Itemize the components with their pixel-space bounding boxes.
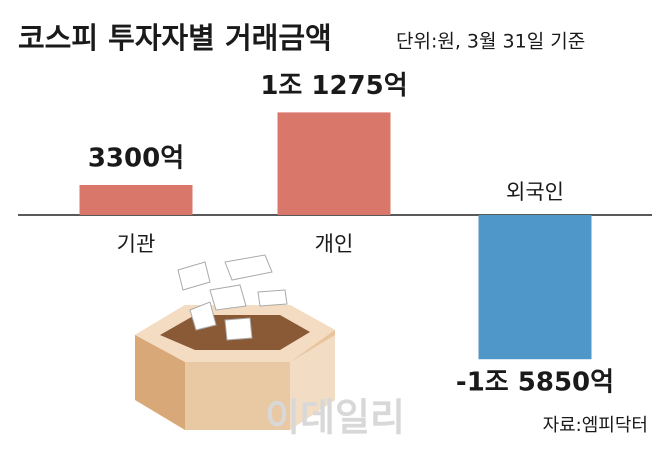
paper <box>224 254 273 281</box>
chart-title: 코스피 투자자별 거래금액 <box>18 21 332 55</box>
chart-subtitle: 단위:원, 3월 31일 기준 <box>396 31 585 53</box>
box-side <box>135 335 185 430</box>
bar <box>478 215 592 360</box>
box-side-right <box>290 335 335 430</box>
paper <box>177 261 211 291</box>
box-front <box>185 362 290 430</box>
value-label: -1조 5850억 <box>456 368 614 398</box>
category-label: 기관 <box>117 232 156 256</box>
watermark: 이데일리 <box>265 396 405 440</box>
bar <box>277 112 391 215</box>
ballot-box-illustration <box>135 254 335 430</box>
source: 자료:엠피닥터 <box>543 415 648 436</box>
value-label: 1조 1275억 <box>260 71 407 101</box>
paper <box>189 301 217 331</box>
category-label: 외국인 <box>506 180 564 204</box>
value-label: 3300억 <box>88 143 184 173</box>
bar <box>79 184 193 215</box>
paper <box>224 317 253 341</box>
paper <box>209 284 247 311</box>
paper <box>257 289 288 307</box>
category-label: 개인 <box>315 232 354 256</box>
